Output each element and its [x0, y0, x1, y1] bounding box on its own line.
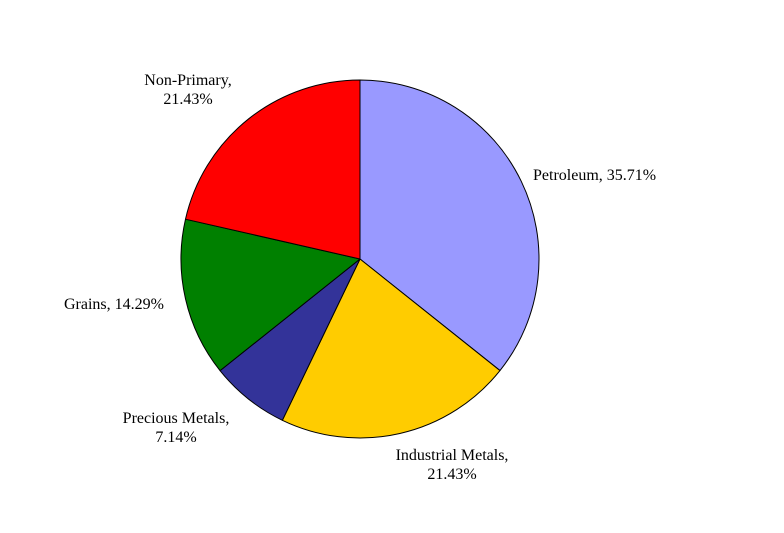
- pie-slice-industrial-metals: [281, 258, 501, 439]
- slice-label-line: Industrial Metals,: [396, 447, 509, 464]
- slice-label-line: 21.43%: [427, 466, 476, 483]
- pie-labels: Petroleum, 35.71% Industrial Metals, 21.43…: [64, 72, 656, 483]
- slice-label-industrial-metals: Industrial Metals, 21.43%: [396, 447, 509, 483]
- slice-label-line: 21.43%: [163, 91, 212, 108]
- slice-label-line: Non-Primary,: [144, 72, 231, 89]
- slice-label-line: Grains, 14.29%: [64, 296, 164, 313]
- slice-label-non-primary: Non-Primary, 21.43%: [144, 72, 231, 108]
- slice-label-grains: Grains, 14.29%: [64, 296, 164, 313]
- slice-label-line: 7.14%: [155, 429, 196, 446]
- slice-label-petroleum: Petroleum, 35.71%: [533, 167, 656, 184]
- pie-slice-grains: [180, 218, 361, 372]
- pie-slices: [180, 79, 540, 439]
- pie-slice-non-primary: [184, 79, 361, 260]
- pie-slice-petroleum: [359, 79, 540, 372]
- slice-label-line: Petroleum, 35.71%: [533, 167, 656, 184]
- slice-label-precious-metals: Precious Metals, 7.14%: [123, 410, 230, 446]
- slice-label-line: Precious Metals,: [123, 410, 230, 427]
